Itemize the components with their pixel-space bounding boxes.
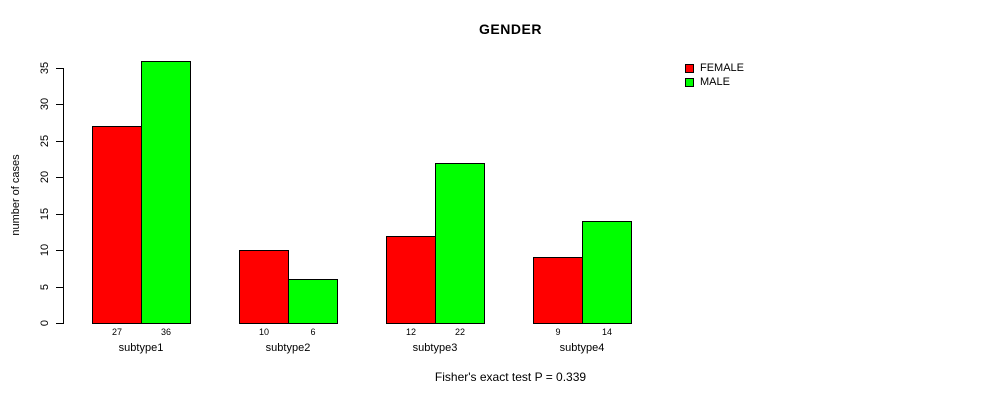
y-axis-label: number of cases xyxy=(10,154,22,236)
x-tick-label-subtype3: subtype3 xyxy=(412,342,458,354)
y-tick-mark xyxy=(56,68,63,69)
y-tick-mark xyxy=(56,104,63,105)
bar-value-label: 36 xyxy=(160,327,171,337)
y-tick-mark xyxy=(56,177,63,178)
bar-value-label: 6 xyxy=(310,327,316,337)
bar-value-label: 10 xyxy=(258,327,269,337)
bar-value-label: 12 xyxy=(405,327,416,337)
y-tick-label: 30 xyxy=(39,97,51,111)
bar-value-label: 9 xyxy=(555,327,561,337)
chart-title: GENDER xyxy=(479,21,542,37)
y-tick-label: 25 xyxy=(39,134,51,148)
y-tick-mark xyxy=(56,287,63,288)
y-tick-label: 35 xyxy=(39,61,51,75)
y-axis-line xyxy=(63,68,64,324)
y-tick-mark xyxy=(56,214,63,215)
x-tick-label-subtype4: subtype4 xyxy=(559,342,605,354)
x-tick-label-subtype2: subtype2 xyxy=(265,342,311,354)
legend: FEMALE MALE xyxy=(685,61,744,89)
bar-female-subtype3 xyxy=(386,236,436,324)
bar-female-subtype1 xyxy=(92,126,142,324)
y-tick-label: 0 xyxy=(39,319,51,327)
bar-female-subtype4 xyxy=(533,257,583,324)
annotation-text: Fisher's exact test P = 0.339 xyxy=(434,370,587,384)
bar-male-subtype4 xyxy=(582,221,632,324)
bar-value-label: 14 xyxy=(601,327,612,337)
x-tick-label-subtype1: subtype1 xyxy=(118,342,164,354)
legend-swatch-male xyxy=(685,77,694,87)
y-tick-label: 10 xyxy=(39,243,51,257)
legend-swatch-female xyxy=(685,63,694,73)
y-tick-label: 20 xyxy=(39,170,51,184)
legend-label: MALE xyxy=(700,75,730,88)
y-tick-mark xyxy=(56,250,63,251)
y-tick-mark xyxy=(56,141,63,142)
y-tick-mark xyxy=(56,323,63,324)
bar-male-subtype3 xyxy=(435,163,485,324)
y-tick-label: 15 xyxy=(39,207,51,221)
legend-item-male: MALE xyxy=(685,75,744,89)
y-tick-label: 5 xyxy=(39,283,51,291)
bar-value-label: 27 xyxy=(111,327,122,337)
legend-label: FEMALE xyxy=(700,61,745,74)
bar-female-subtype2 xyxy=(239,250,289,324)
bar-value-label: 22 xyxy=(454,327,465,337)
legend-item-female: FEMALE xyxy=(685,61,744,75)
bar-male-subtype2 xyxy=(288,279,338,324)
bar-male-subtype1 xyxy=(141,61,191,324)
